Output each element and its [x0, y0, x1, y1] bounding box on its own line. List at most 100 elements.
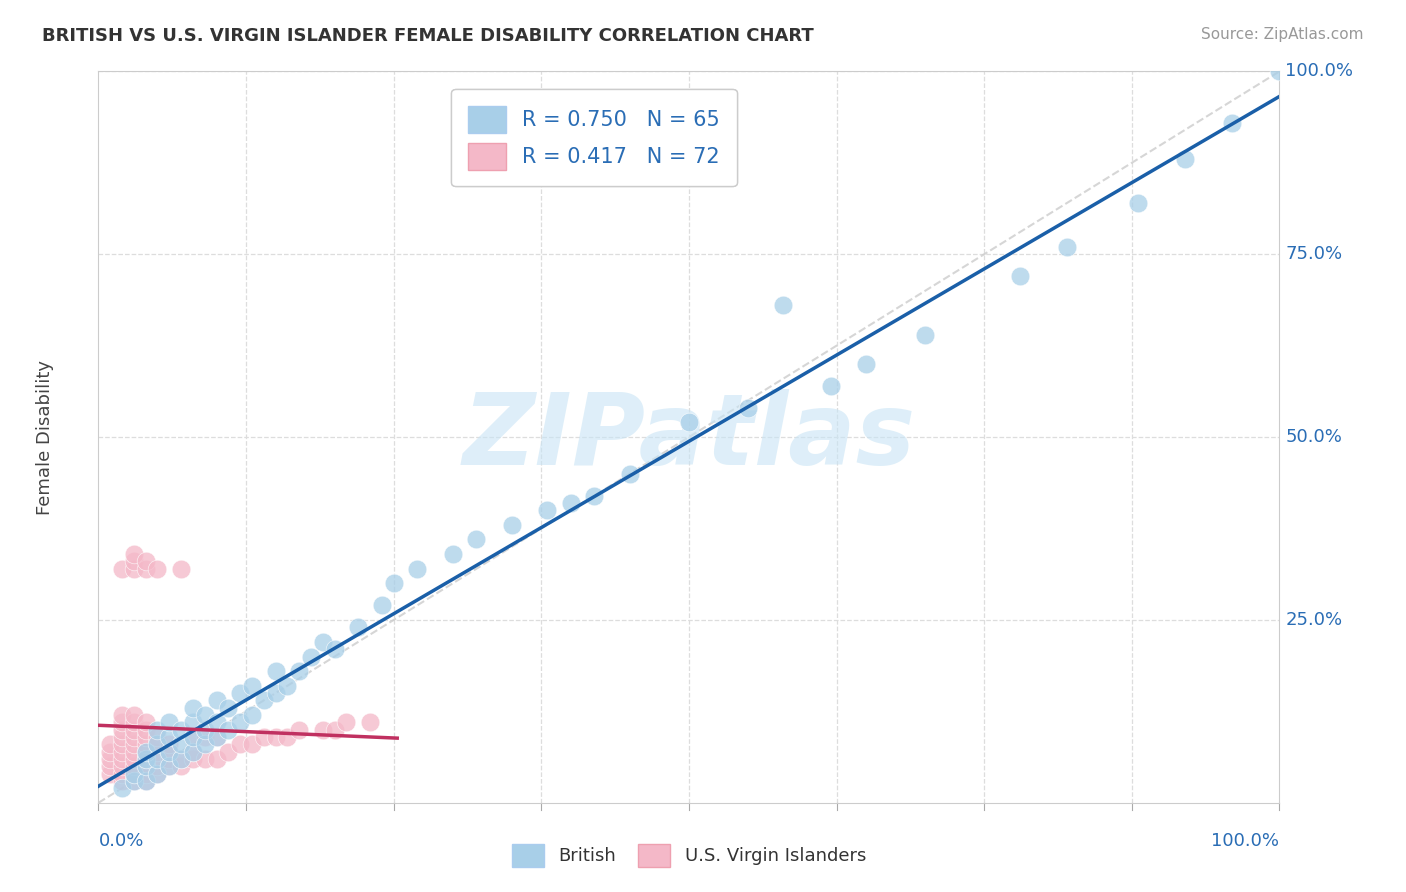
Point [253, 730, 276, 744]
Point [181, 752, 204, 766]
Point [194, 723, 217, 737]
Point [122, 745, 145, 759]
Point [194, 737, 217, 751]
Point [181, 700, 204, 714]
Legend: R = 0.750   N = 65, R = 0.417   N = 72: R = 0.750 N = 65, R = 0.417 N = 72 [451, 89, 737, 186]
Text: Source: ZipAtlas.com: Source: ZipAtlas.com [1201, 27, 1364, 42]
Point [111, 708, 134, 723]
Point [359, 715, 381, 730]
Point [146, 737, 169, 751]
Point [111, 781, 134, 796]
Point [914, 327, 936, 342]
Point [157, 745, 180, 759]
Point [146, 766, 169, 780]
Point [122, 554, 145, 568]
Point [111, 759, 134, 773]
Point [170, 752, 193, 766]
Text: BRITISH VS U.S. VIRGIN ISLANDER FEMALE DISABILITY CORRELATION CHART: BRITISH VS U.S. VIRGIN ISLANDER FEMALE D… [42, 27, 814, 45]
Point [1008, 269, 1031, 284]
Point [335, 715, 357, 730]
Point [441, 547, 464, 561]
Point [678, 416, 700, 430]
Text: 100.0%: 100.0% [1285, 62, 1354, 80]
Point [146, 737, 169, 751]
Point [111, 715, 134, 730]
Point [240, 737, 263, 751]
Point [122, 759, 145, 773]
Point [122, 766, 145, 780]
Point [170, 723, 193, 737]
Point [135, 745, 157, 759]
Point [135, 752, 157, 766]
Point [135, 715, 157, 730]
Point [371, 599, 394, 613]
Point [170, 759, 193, 773]
Point [312, 723, 335, 737]
Point [135, 562, 157, 576]
Point [855, 357, 877, 371]
Point [157, 730, 180, 744]
Point [229, 686, 252, 700]
Point [205, 715, 228, 730]
Point [157, 737, 180, 751]
Point [1056, 240, 1078, 254]
Point [382, 576, 405, 591]
Point [217, 700, 239, 714]
Point [111, 745, 134, 759]
Point [146, 745, 169, 759]
Point [157, 745, 180, 759]
Point [135, 737, 157, 751]
Point [122, 737, 145, 751]
Point [98, 737, 121, 751]
Point [146, 752, 169, 766]
Point [217, 723, 239, 737]
Point [205, 730, 228, 744]
Point [146, 759, 169, 773]
Point [181, 745, 204, 759]
Point [536, 503, 558, 517]
Point [560, 496, 582, 510]
Point [135, 773, 157, 788]
Point [111, 562, 134, 576]
Text: ZIPatlas: ZIPatlas [463, 389, 915, 485]
Point [122, 723, 145, 737]
Point [276, 730, 298, 744]
Point [157, 759, 180, 773]
Point [122, 562, 145, 576]
Point [181, 730, 204, 744]
Point [465, 533, 488, 547]
Point [264, 664, 287, 678]
Point [98, 759, 121, 773]
Point [217, 745, 239, 759]
Point [194, 708, 217, 723]
Point [299, 649, 322, 664]
Point [406, 562, 429, 576]
Point [157, 715, 180, 730]
Point [111, 730, 134, 744]
Point [170, 737, 193, 751]
Point [157, 759, 180, 773]
Point [135, 745, 157, 759]
Point [146, 723, 169, 737]
Point [737, 401, 759, 415]
Point [135, 730, 157, 744]
Point [264, 730, 287, 744]
Point [1220, 115, 1243, 129]
Point [135, 773, 157, 788]
Point [194, 752, 217, 766]
Point [122, 773, 145, 788]
Point [111, 773, 134, 788]
Point [122, 766, 145, 780]
Point [111, 752, 134, 766]
Point [135, 752, 157, 766]
Point [122, 773, 145, 788]
Point [772, 298, 794, 312]
Point [181, 715, 204, 730]
Text: 25.0%: 25.0% [1285, 611, 1343, 629]
Point [135, 759, 157, 773]
Point [323, 723, 346, 737]
Point [323, 642, 346, 657]
Point [122, 752, 145, 766]
Point [240, 679, 263, 693]
Point [146, 730, 169, 744]
